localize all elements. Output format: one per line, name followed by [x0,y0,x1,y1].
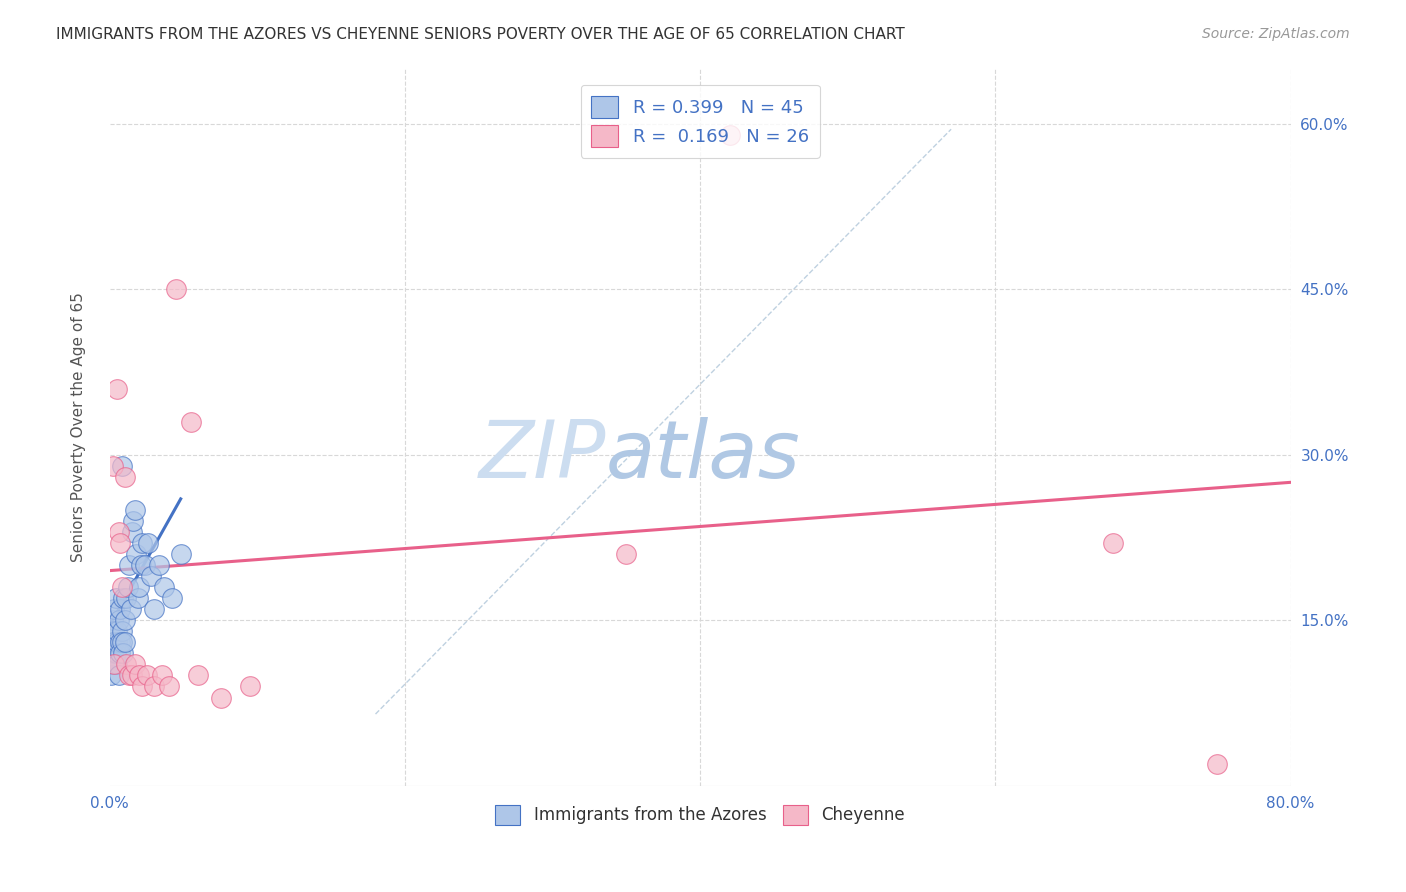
Point [103,624,125,639]
Text: ZIP: ZIP [478,417,606,495]
Point [160,591,183,606]
Point [114,635,136,649]
Point [121,668,143,682]
Point [101,613,124,627]
Point [128,668,150,682]
Point [239,680,262,694]
Point [180,415,202,429]
Point [616,547,638,561]
Point [122,514,145,528]
Point [141,569,163,583]
Point [157,680,180,694]
Point [718,128,741,142]
Point [107,524,129,539]
Point [124,657,146,672]
Point [125,547,148,561]
Point [107,613,129,627]
Point [134,558,156,573]
Point [135,668,157,682]
Point [101,657,124,672]
Point [111,635,134,649]
Point [108,536,131,550]
Point [101,646,124,660]
Point [114,613,136,627]
Point [209,690,232,705]
Point [118,668,141,682]
Point [112,591,135,606]
Point [103,657,125,672]
Point [105,657,128,672]
Point [114,470,136,484]
Point [121,524,143,539]
Point [150,668,173,682]
Point [131,536,153,550]
Point [103,635,125,649]
Point [115,657,138,672]
Point [124,503,146,517]
Point [148,558,170,573]
Point [112,646,135,660]
Legend: Immigrants from the Azores, Cheyenne: Immigrants from the Azores, Cheyenne [485,795,915,835]
Point [100,635,122,649]
Point [105,624,128,639]
Point [127,591,149,606]
Point [131,680,153,694]
Point [1205,756,1227,771]
Y-axis label: Seniors Poverty Over the Age of 65: Seniors Poverty Over the Age of 65 [72,293,86,562]
Point [103,602,125,616]
Point [105,635,128,649]
Point [105,382,128,396]
Point [128,580,150,594]
Text: atlas: atlas [606,417,800,495]
Point [115,591,138,606]
Point [136,536,159,550]
Point [108,635,131,649]
Text: IMMIGRANTS FROM THE AZORES VS CHEYENNE SENIORS POVERTY OVER THE AGE OF 65 CORREL: IMMIGRANTS FROM THE AZORES VS CHEYENNE S… [56,27,905,42]
Point [120,602,142,616]
Point [143,602,166,616]
Point [118,558,141,573]
Point [170,547,193,561]
Point [117,580,139,594]
Point [111,458,134,473]
Point [129,558,152,573]
Point [1102,536,1125,550]
Point [104,591,127,606]
Point [143,680,166,694]
Text: Source: ZipAtlas.com: Source: ZipAtlas.com [1202,27,1350,41]
Point [108,602,131,616]
Point [101,458,124,473]
Point [100,668,122,682]
Point [107,668,129,682]
Point [165,282,187,296]
Point [104,646,127,660]
Point [153,580,176,594]
Point [111,624,134,639]
Point [187,668,209,682]
Point [108,646,131,660]
Point [111,580,134,594]
